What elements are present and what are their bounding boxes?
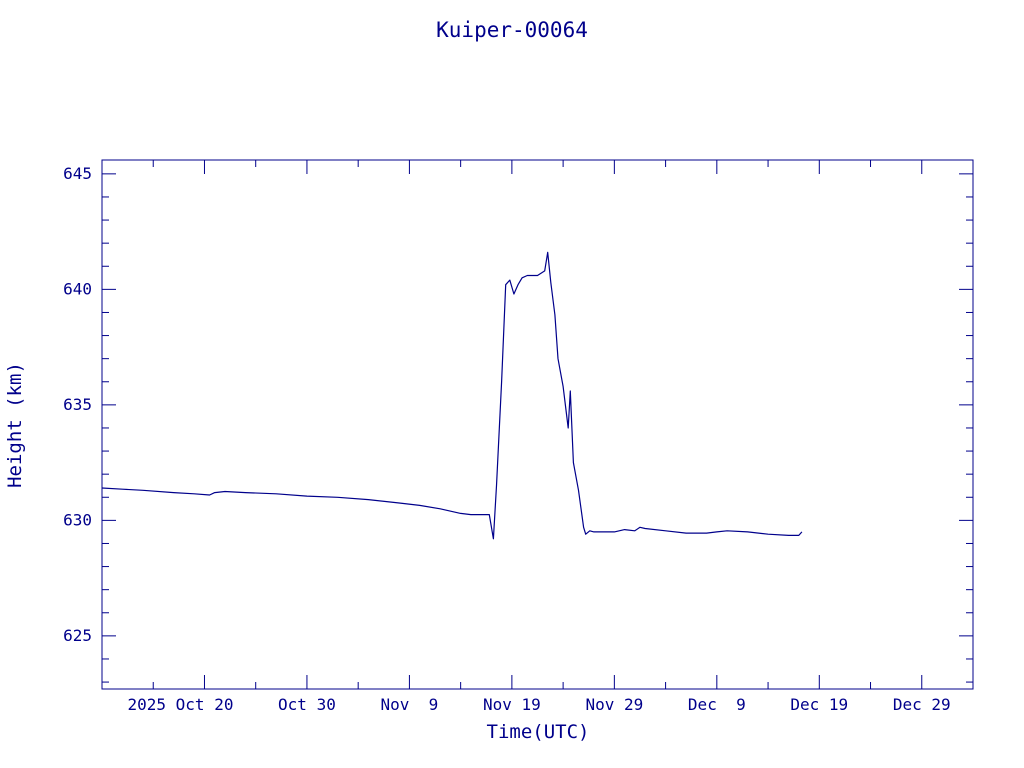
x-tick-label: Nov 19 [483,695,541,714]
x-axis-label: Time(UTC) [487,721,590,743]
x-tick-label: Dec 29 [893,695,951,714]
x-tick-label: Nov 9 [381,695,439,714]
x-tick-label: Dec 9 [688,695,746,714]
series-line [101,251,803,540]
x-tick-label: Nov 29 [585,695,643,714]
series-layer [101,251,803,540]
x-axis: 2025 Oct 20 Oct 30 Nov 9 Nov 19 Nov 29 Dec 9 D… [128,160,974,714]
y-tick-label: 635 [63,395,92,414]
x-tick-label: Oct 30 [278,695,336,714]
x-tick-label: Dec 19 [790,695,848,714]
chart-title: Kuiper-00064 [436,18,588,42]
y-axis: 625 630 635 640 645 [63,164,973,683]
y-tick-label: 640 [63,279,92,298]
y-tick-label: 645 [63,164,92,183]
y-axis-label: Height (km) [4,362,26,488]
x-tick-label: 2025 Oct 20 [128,695,234,714]
y-tick-label: 630 [63,510,92,529]
plot-frame [101,159,974,690]
y-tick-label: 625 [63,626,92,645]
